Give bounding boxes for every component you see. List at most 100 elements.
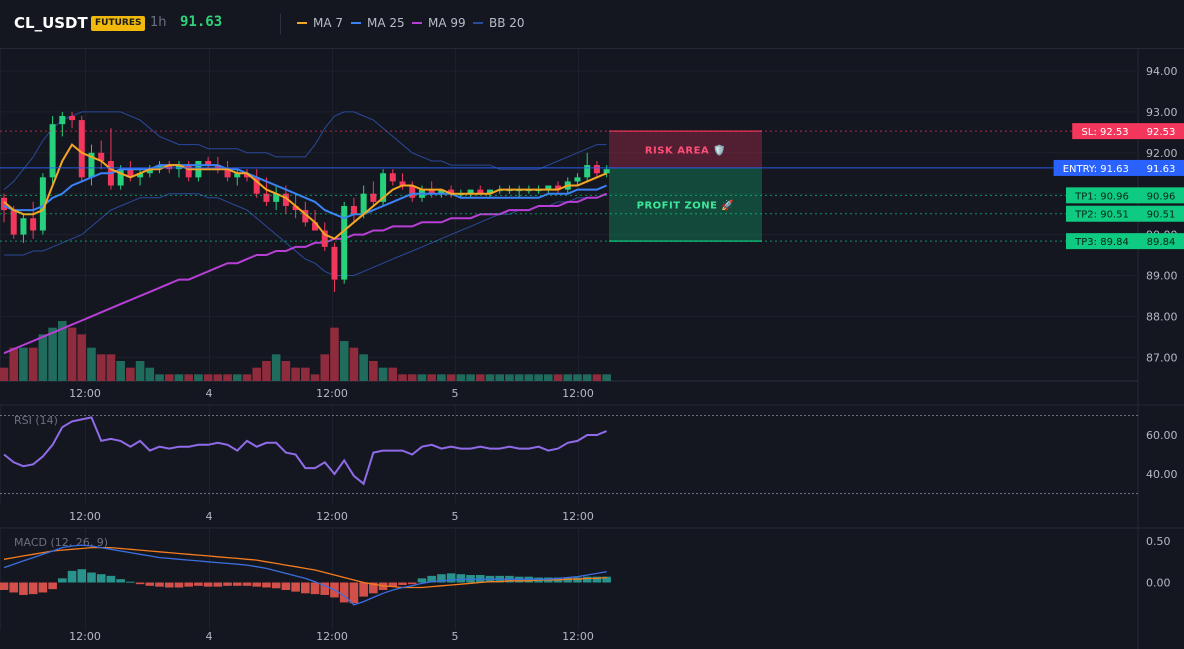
volume-bar	[174, 374, 184, 381]
futures-badge: FUTURES	[91, 16, 146, 31]
macd-histogram-bar	[242, 582, 252, 586]
macd-histogram-bar	[145, 582, 155, 586]
macd-histogram-bar	[213, 582, 223, 587]
volume-bar	[213, 374, 223, 381]
volume-bar	[203, 374, 213, 381]
time-axis-tick: 12:00	[316, 630, 348, 643]
macd-histogram-bar	[126, 581, 135, 583]
volume-bar	[58, 321, 67, 381]
legend-ma7[interactable]: MA 7	[297, 16, 343, 30]
time-axis-tick: 5	[452, 630, 459, 643]
volume-bar	[339, 341, 349, 381]
candle-body	[389, 173, 396, 182]
level-label: TP1: 90.96	[1074, 191, 1129, 202]
candle-body	[49, 124, 56, 178]
macd-histogram-bar	[369, 582, 378, 594]
candle-body	[545, 185, 552, 190]
volume-bar	[417, 374, 427, 381]
zone-risk	[609, 131, 762, 168]
candle-body	[137, 173, 144, 178]
candle-body	[214, 165, 221, 170]
macd-histogram-bar	[582, 576, 592, 583]
candle-body	[253, 177, 260, 194]
candle-body	[224, 169, 231, 178]
legend-ma99[interactable]: MA 99	[412, 16, 466, 30]
candle-body	[117, 169, 124, 186]
level-price: 91.63	[1147, 164, 1176, 175]
volume-bar	[553, 374, 563, 381]
legend-ma25[interactable]: MA 25	[351, 16, 405, 30]
volume-bar	[194, 374, 203, 381]
macd-histogram-bar	[427, 575, 436, 583]
candle-body	[438, 189, 445, 194]
macd-histogram-bar	[310, 582, 320, 595]
timeframe-label[interactable]: 1h	[150, 15, 167, 30]
macd-histogram-bar	[164, 582, 174, 588]
candle-body	[234, 173, 241, 178]
volume-bar	[330, 327, 339, 381]
level-label-box	[1066, 187, 1138, 204]
time-axis-tick: 5	[452, 387, 459, 400]
level-label-box	[1066, 233, 1138, 250]
candle-body	[185, 165, 192, 178]
volume-bar	[534, 374, 543, 381]
volume-bar	[96, 354, 106, 381]
rsi-axis-tick: 60.00	[1146, 429, 1178, 442]
candle-body	[555, 185, 562, 190]
zone-label-profit: PROFIT ZONE 🚀	[637, 199, 735, 212]
candle-body	[467, 189, 474, 194]
level-price: 92.53	[1147, 127, 1176, 138]
volume-bar	[359, 354, 368, 381]
volume-bar	[573, 374, 582, 381]
level-price-box	[1138, 159, 1184, 176]
candle-body	[370, 193, 377, 202]
volume-bar	[407, 374, 417, 381]
candle-body	[448, 189, 455, 194]
volume-bar	[271, 354, 281, 381]
macd-histogram-bar	[48, 582, 57, 590]
macd-histogram-bar	[0, 582, 9, 590]
macd-histogram-bar	[339, 582, 349, 603]
macd-histogram-bar	[252, 582, 262, 587]
volume-bar	[281, 361, 291, 381]
volume-bar	[446, 374, 456, 381]
candle-body	[380, 173, 387, 202]
volume-bar	[378, 367, 388, 381]
header-divider	[280, 14, 281, 34]
volume-bar	[67, 327, 77, 381]
candle-body	[292, 205, 299, 211]
macd-histogram-bar	[38, 582, 48, 593]
candle-body	[156, 165, 163, 170]
macd-histogram-bar	[262, 582, 271, 588]
macd-line	[3, 544, 607, 606]
volume-bar	[184, 374, 193, 381]
candle-body	[88, 152, 95, 178]
candle-body	[146, 169, 153, 174]
rsi-axis-tick: 40.00	[1146, 468, 1178, 481]
legend-bb20[interactable]: BB 20	[473, 16, 525, 30]
time-axis-tick: 12:00	[562, 510, 594, 523]
time-axis-tick: 12:00	[316, 387, 348, 400]
time-axis-tick: 12:00	[562, 630, 594, 643]
candle-body	[341, 205, 348, 280]
legend-ma25-swatch	[351, 22, 361, 24]
legend-bb20-label: BB 20	[489, 16, 525, 30]
level-price-box	[1138, 123, 1184, 140]
volume-bar	[320, 354, 330, 381]
candle-body	[69, 115, 76, 121]
level-label-box	[1053, 159, 1138, 176]
volume-bar	[155, 374, 164, 381]
macd-histogram-bar	[155, 582, 164, 587]
volume-bar	[0, 367, 9, 381]
macd-histogram-bar	[592, 576, 602, 583]
volume-bar	[9, 347, 19, 381]
candle-body	[312, 222, 319, 231]
symbol-label[interactable]: CL_USDT	[14, 14, 88, 32]
volume-bar	[223, 374, 232, 381]
price-axis-tick: 92.00	[1146, 147, 1178, 160]
volume-bar	[485, 374, 495, 381]
macd-histogram-bar	[106, 575, 116, 583]
macd-histogram-bar	[77, 569, 87, 583]
volume-bar	[427, 374, 436, 381]
